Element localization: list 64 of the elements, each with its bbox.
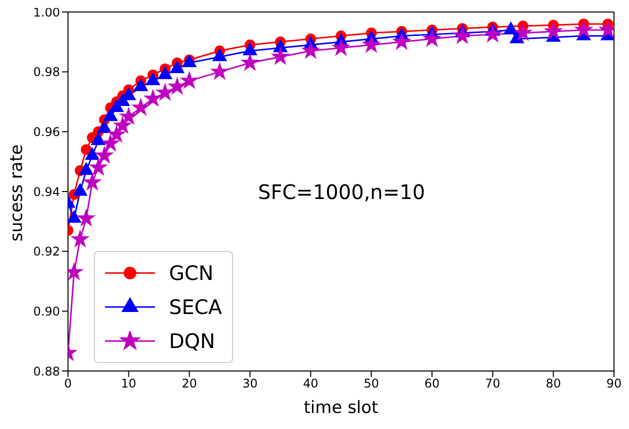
x-tick-label: 10 [121,376,136,391]
point [514,24,532,40]
point [90,158,107,175]
x-tick-label: 40 [303,376,318,391]
point [97,120,112,133]
point [544,22,562,39]
point [302,42,320,58]
point [96,146,113,163]
point [158,66,172,80]
x-tick-label: 0 [64,376,72,391]
point [168,78,186,94]
point [132,98,150,116]
point [156,84,174,100]
point [108,126,126,142]
x-tick-label: 30 [242,376,258,391]
x-tick-label: 60 [424,376,440,391]
point [114,116,132,134]
point [504,22,518,34]
point [134,78,148,92]
y-tick-label: 0.88 [33,364,60,378]
y-tick-label: 0.98 [33,65,60,80]
point [362,36,380,52]
point [91,132,106,145]
point [242,42,258,56]
y-tick-label: 0.92 [33,244,60,259]
point [146,72,160,86]
x-tick-label: 90 [606,376,622,391]
point [393,32,410,50]
x-tick-label: 50 [364,376,379,391]
point [144,90,162,106]
point [241,54,259,70]
point [68,210,82,223]
point [170,60,184,74]
point [454,26,471,44]
y-tick-label: 0.96 [33,124,60,139]
point [103,108,118,122]
point [212,48,227,62]
point [120,108,138,124]
x-tick-label: 80 [546,376,561,391]
point [84,174,101,190]
point [73,183,88,196]
x-tick-label: 70 [485,376,500,391]
point [484,25,502,42]
point [79,162,94,175]
point [272,48,289,64]
y-tick-label: 0.90 [33,304,60,318]
point [180,72,198,88]
legend-label: GCN [169,261,214,285]
x-axis-title: time slot [304,398,379,418]
point [85,148,100,160]
y-tick-label: 0.94 [33,184,60,199]
y-axis-title: sucess rate [7,144,28,242]
point [78,209,95,226]
x-tick-label: 20 [182,376,197,391]
legend-label: DQN [169,329,216,353]
point [332,38,350,56]
legend-label: SECA [169,295,222,319]
point [211,62,228,80]
point [80,144,92,155]
point [72,230,89,247]
annotation: SFC=1000,n=10 [258,180,426,204]
point [575,21,592,38]
point [102,134,119,151]
point [423,30,441,46]
